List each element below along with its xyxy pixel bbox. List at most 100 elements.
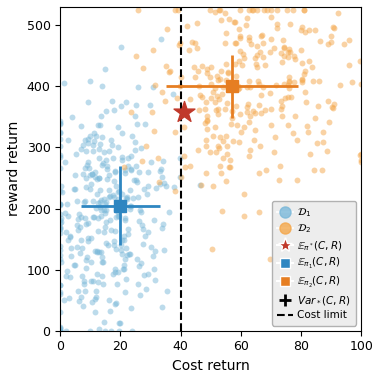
- Point: [122, 289, 128, 295]
- Point: [104, 163, 110, 169]
- Point: [153, 185, 159, 192]
- Point: [215, 76, 221, 82]
- Point: [127, 206, 133, 212]
- Point: [250, 7, 256, 13]
- Point: [87, 78, 93, 84]
- Point: [161, 180, 167, 186]
- Point: [81, 278, 87, 284]
- Point: [119, 251, 125, 257]
- Point: [144, 230, 150, 236]
- Point: [195, 147, 201, 153]
- Point: [254, 64, 260, 70]
- Point: [224, 143, 230, 149]
- Point: [217, 7, 223, 13]
- Point: [141, 272, 147, 278]
- Point: [57, 282, 63, 288]
- Point: [223, 178, 229, 184]
- Point: [302, 89, 308, 95]
- Point: [281, 45, 287, 51]
- Point: [125, 231, 131, 237]
- Point: [237, 33, 243, 39]
- Point: [187, 96, 193, 102]
- Point: [122, 217, 128, 223]
- Point: [274, 21, 280, 27]
- Point: [57, 326, 63, 332]
- Point: [252, 55, 258, 61]
- Point: [57, 309, 63, 315]
- Point: [89, 299, 95, 306]
- Point: [85, 140, 91, 146]
- Point: [214, 92, 220, 98]
- Point: [273, 82, 279, 88]
- Point: [329, 24, 336, 30]
- Point: [208, 81, 214, 87]
- Point: [100, 160, 106, 166]
- Point: [306, 27, 312, 33]
- Point: [83, 257, 89, 263]
- Point: [177, 82, 183, 89]
- Point: [181, 153, 187, 159]
- Point: [97, 122, 103, 128]
- Point: [96, 325, 102, 331]
- Point: [110, 155, 116, 161]
- Point: [302, 29, 308, 35]
- Point: [210, 133, 216, 139]
- Point: [111, 194, 117, 200]
- Point: [224, 100, 230, 106]
- Point: [97, 187, 103, 193]
- Point: [324, 148, 330, 154]
- Point: [101, 149, 108, 155]
- Point: [286, 46, 292, 52]
- Point: [238, 130, 244, 136]
- Point: [158, 304, 165, 310]
- Point: [218, 208, 225, 214]
- Point: [271, 149, 277, 155]
- Point: [95, 279, 101, 285]
- Point: [118, 242, 124, 248]
- Point: [231, 19, 238, 25]
- Point: [57, 325, 63, 331]
- Point: [259, 32, 265, 38]
- Point: [90, 278, 97, 284]
- Point: [247, 112, 253, 119]
- Point: [256, 49, 263, 55]
- Point: [83, 221, 89, 227]
- Point: [173, 7, 179, 13]
- Point: [203, 170, 209, 176]
- Point: [116, 328, 122, 334]
- Point: [90, 142, 96, 148]
- Point: [220, 84, 226, 90]
- Point: [99, 273, 105, 279]
- Point: [286, 85, 292, 91]
- Point: [65, 137, 71, 143]
- Point: [103, 108, 109, 114]
- Point: [99, 162, 105, 168]
- Point: [98, 196, 104, 203]
- Point: [255, 78, 261, 84]
- Point: [268, 122, 274, 128]
- Point: [100, 281, 106, 287]
- Legend: $\mathcal{D}_1$, $\mathcal{D}_2$, $\mathbb{E}_{\pi^*}(C,R)$, $\mathbb{E}_{\pi_1}: $\mathcal{D}_1$, $\mathcal{D}_2$, $\math…: [272, 201, 356, 326]
- Point: [231, 40, 238, 46]
- Point: [258, 110, 264, 116]
- Point: [157, 179, 163, 185]
- Point: [115, 203, 121, 209]
- Point: [95, 215, 101, 221]
- Point: [108, 328, 114, 334]
- Point: [223, 77, 229, 83]
- Point: [162, 98, 168, 104]
- Point: [233, 40, 239, 46]
- Point: [307, 151, 313, 157]
- Point: [57, 118, 63, 124]
- Point: [203, 137, 209, 143]
- Point: [57, 129, 63, 135]
- Point: [130, 195, 136, 201]
- Point: [57, 256, 63, 262]
- Point: [175, 7, 181, 13]
- Point: [110, 192, 116, 198]
- Point: [189, 38, 195, 44]
- Point: [244, 14, 250, 21]
- Point: [76, 298, 82, 304]
- Point: [116, 124, 122, 130]
- Point: [57, 226, 63, 232]
